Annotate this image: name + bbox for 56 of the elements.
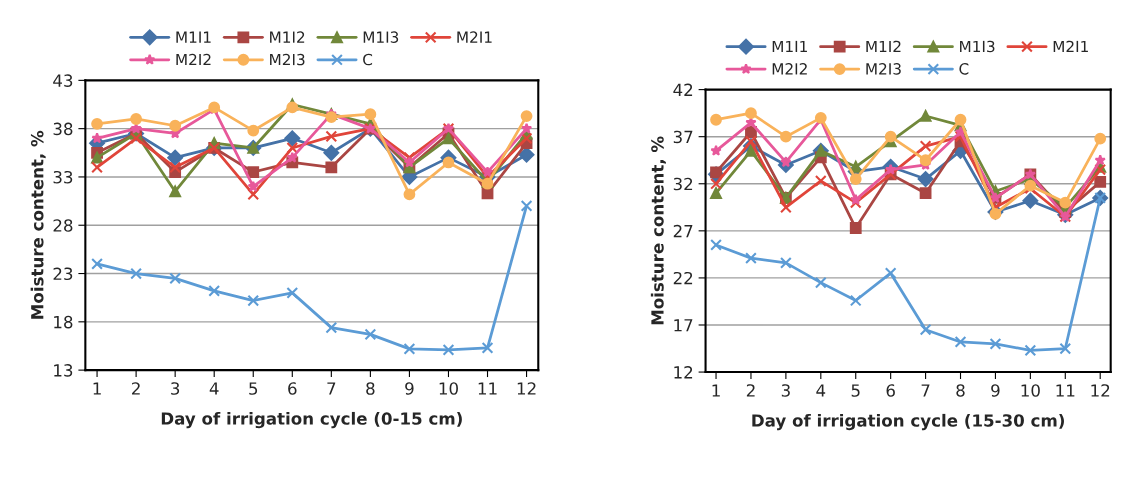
x-tick-label: 2 — [132, 382, 140, 395]
x-tick-label: 12 — [1091, 384, 1110, 397]
x-tick-label: 7 — [921, 384, 930, 397]
x-tick-label: 3 — [171, 382, 180, 395]
x-tick-label: 6 — [886, 384, 895, 397]
x-tick-label: 5 — [249, 382, 258, 395]
y-axis-title: Moisture content, % — [30, 130, 46, 319]
x-tick-label: 9 — [991, 384, 1000, 397]
legend-label: M1I1 — [176, 31, 211, 43]
x-tick-label: 7 — [327, 382, 336, 395]
y-tick-label: 13 — [54, 364, 73, 377]
y-tick-label: 43 — [53, 74, 73, 87]
x-tick-label: 10 — [1021, 384, 1040, 397]
legend-label: M1I2 — [866, 40, 901, 53]
y-tick-label: 27 — [673, 224, 693, 238]
y-tick-label: 38 — [53, 122, 73, 136]
y-tick-label: 18 — [54, 315, 73, 329]
x-tick-label: 1 — [712, 384, 720, 397]
y-tick-label: 22 — [673, 271, 693, 285]
legend-label: M2I2 — [772, 63, 807, 75]
legend-label: C — [959, 63, 969, 75]
y-axis-title: Moisture content, % — [650, 136, 666, 325]
legend-label: M2I3 — [866, 63, 901, 75]
y-tick-label: 28 — [53, 219, 73, 232]
x-tick-label: 8 — [366, 382, 375, 395]
legend-label: C — [363, 53, 373, 66]
legend-label: M2I1 — [1053, 40, 1088, 53]
y-tick-label: 12 — [674, 366, 693, 379]
x-tick-label: 9 — [405, 382, 414, 395]
y-tick-label: 23 — [53, 267, 73, 281]
x-tick-label: 11 — [478, 382, 497, 395]
legend-label: M2I3 — [270, 53, 305, 66]
legend-label: M1I3 — [960, 40, 995, 53]
legend-label: M1I2 — [270, 31, 305, 43]
x-tick-label: 1 — [93, 382, 101, 395]
x-tick-label: 4 — [816, 384, 826, 397]
y-tick-label: 17 — [674, 319, 693, 332]
x-tick-label: 10 — [439, 382, 458, 395]
x-axis-title: Day of irrigation cycle (15-30 cm) — [752, 413, 1064, 431]
legend-label: M2I2 — [176, 53, 211, 66]
x-tick-label: 4 — [209, 382, 219, 395]
y-tick-label: 37 — [673, 130, 693, 144]
y-tick-label: 33 — [53, 170, 73, 184]
x-tick-label: 2 — [746, 384, 755, 397]
legend-label: M2I1 — [457, 31, 492, 43]
legend-label: M1I3 — [363, 31, 399, 43]
x-tick-label: 3 — [781, 384, 790, 397]
x-tick-label: 8 — [956, 384, 965, 397]
y-tick-label: 42 — [673, 83, 693, 96]
legend-label: M1I1 — [772, 40, 807, 53]
y-tick-label: 32 — [673, 177, 693, 191]
x-axis-title: Day of irrigation cycle (0-15 cm) — [161, 411, 462, 429]
x-tick-label: 12 — [517, 382, 536, 395]
x-tick-label: 11 — [1056, 384, 1075, 397]
x-tick-label: 6 — [288, 382, 297, 395]
x-tick-label: 5 — [851, 384, 860, 397]
